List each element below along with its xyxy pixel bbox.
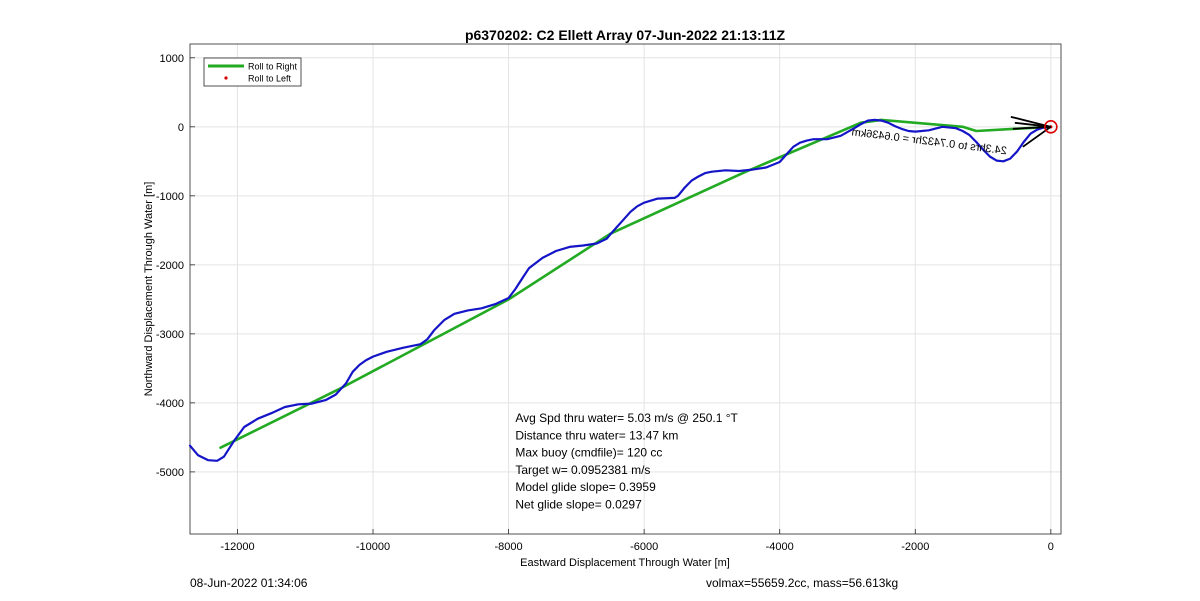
- stats-annotation: Distance thru water= 13.47 km: [515, 428, 678, 442]
- y-axis-label: Northward Displacement Through Water [m]: [143, 182, 155, 397]
- x-tick-label: -8000: [495, 541, 523, 553]
- x-tick-label: -6000: [630, 541, 658, 553]
- legend-swatch-roll-left: [224, 76, 228, 80]
- legend-entry-label: Roll to Right: [248, 62, 298, 72]
- x-tick-label: -2000: [901, 541, 929, 553]
- chart-title: p6370202: C2 Ellett Array 07-Jun-2022 21…: [465, 27, 786, 43]
- x-tick-label: -10000: [356, 541, 390, 553]
- stats-annotation: Avg Spd thru water= 5.03 m/s @ 250.1 °T: [515, 411, 738, 425]
- y-tick-label: 0: [178, 122, 184, 134]
- x-tick-label: 0: [1048, 541, 1054, 553]
- stats-annotation: Net glide slope= 0.0297: [515, 497, 642, 511]
- y-tick-label: -5000: [156, 467, 184, 479]
- y-tick-label: -2000: [156, 260, 184, 272]
- legend-box: [203, 57, 302, 87]
- footer-volmax-mass: volmax=55659.2cc, mass=56.613kg: [706, 576, 899, 590]
- annotations: Avg Spd thru water= 5.03 m/s @ 250.1 °T D…: [515, 126, 1007, 511]
- plot-frame: [189, 43, 1062, 535]
- stats-annotation: Max buoy (cmdfile)= 120 cc: [515, 446, 662, 460]
- y-tick-label: -1000: [156, 191, 184, 203]
- y-tick-label: -4000: [156, 398, 184, 410]
- series-line-0: [219, 118, 1053, 450]
- y-tick-labels: 1000 0 -1000 -2000 -3000 -4000 -5000: [156, 53, 184, 479]
- y-tick-label: 1000: [160, 53, 184, 65]
- x-axis-label: Eastward Displacement Through Water [m]: [520, 557, 730, 569]
- x-tick-labels: -12000 -10000 -8000 -6000 -4000 -2000 0: [220, 541, 1054, 553]
- stats-annotation: Model glide slope= 0.3959: [515, 480, 656, 494]
- y-tick-label: -3000: [156, 329, 184, 341]
- end-marker: [1010, 115, 1058, 148]
- series-layer: [188, 118, 1053, 462]
- end-position-circle: [1044, 120, 1058, 134]
- grid-lines: [190, 44, 1061, 534]
- x-tick-label: -4000: [766, 541, 794, 553]
- x-tick-label: -12000: [220, 541, 254, 553]
- stats-annotation: Target w= 0.0952381 m/s: [515, 463, 650, 477]
- legend-entry-label: Roll to Left: [248, 74, 292, 84]
- heading-line: [1010, 115, 1052, 128]
- footer-timestamp: 08-Jun-2022 01:34:06: [190, 576, 308, 590]
- series-line-2: [188, 118, 1052, 462]
- legend: Roll to Right Roll to Left: [203, 57, 302, 87]
